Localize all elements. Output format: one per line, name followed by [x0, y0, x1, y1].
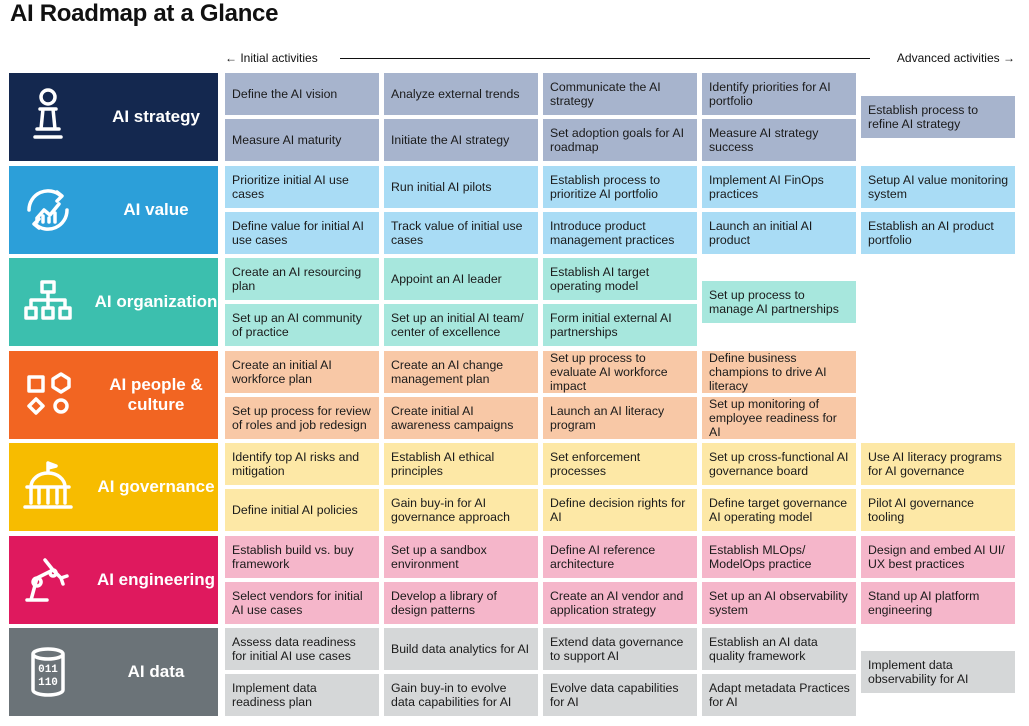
activity-cell: Measure AI strategy success	[702, 119, 856, 161]
activity-cell: Communicate the AI strategy	[543, 73, 697, 115]
activity-cell: Establish AI ethical principles	[384, 443, 538, 485]
row-label-box: AI engineering	[9, 535, 218, 624]
activity-cell: Identify top AI risks and mitigation	[225, 443, 379, 485]
row-label: AI value	[123, 199, 189, 219]
activity-cell: Track value of initial use cases	[384, 211, 538, 254]
activity-cell: Establish AI target operating model	[543, 258, 697, 300]
activity-cell: Set up process to evaluate AI workforce …	[543, 350, 697, 393]
activity-cell: Define AI reference architecture	[543, 535, 697, 578]
row-label: AI people & culture	[109, 374, 203, 414]
activity-cell: Implement data observability for AI	[861, 651, 1015, 693]
activity-cell: Form initial external AI partnerships	[543, 304, 697, 346]
activity-cell: Establish MLOps/ ModelOps practice	[702, 535, 856, 578]
activity-cell: Establish an AI data quality framework	[702, 628, 856, 670]
activity-cell: Establish build vs. buy framework	[225, 535, 379, 578]
row-label-box: AI value	[9, 165, 218, 254]
activity-cell: Pilot AI governance tooling	[861, 489, 1015, 531]
activity-cell: Measure AI maturity	[225, 119, 379, 161]
activity-cell: Adapt metadata Practices for AI	[702, 674, 856, 716]
row-label-box: AI people & culture	[9, 350, 218, 439]
activity-cell: Run initial AI pilots	[384, 165, 538, 208]
activity-cell: Set up cross-functional AI governance bo…	[702, 443, 856, 485]
activity-cell: Stand up AI platform engineering	[861, 581, 1015, 624]
activity-cell: Build data analytics for AI	[384, 628, 538, 670]
activity-cell: Establish process to prioritize AI portf…	[543, 165, 697, 208]
activity-cell: Initiate the AI strategy	[384, 119, 538, 161]
activity-cell: Set up an initial AI team/ center of exc…	[384, 304, 538, 346]
activity-cell: Extend data governance to support AI	[543, 628, 697, 670]
row-label-box: AI strategy	[9, 73, 218, 161]
activity-cell: Create an initial AI workforce plan	[225, 350, 379, 393]
row-label: AI engineering	[96, 569, 216, 589]
activity-cell: Establish process to refine AI strategy	[861, 96, 1015, 138]
activity-cell: Launch an initial AI product	[702, 211, 856, 254]
row-icon	[24, 280, 72, 320]
activity-cell: Setup AI value monitoring system	[861, 165, 1015, 208]
activity-cell: Introduce product management practices	[543, 211, 697, 254]
row-label-box: 011 110 AI data	[9, 628, 218, 716]
activity-cell: Define business champions to drive AI li…	[702, 350, 856, 393]
svg-text:110: 110	[38, 677, 58, 689]
row-icon	[27, 371, 71, 415]
activity-cell: Set enforcement processes	[543, 443, 697, 485]
activity-cell: Define decision rights for AI	[543, 489, 697, 531]
activity-cell: Analyze external trends	[384, 73, 538, 115]
activity-cell: Set up an AI community of practice	[225, 304, 379, 346]
row-label: AI data	[127, 662, 185, 681]
activity-cell: Assess data readiness for initial AI use…	[225, 628, 379, 670]
row-label: AI organization	[94, 292, 218, 311]
row-label-box: AI organization	[9, 258, 218, 346]
activity-cell: Evolve data capabilities for AI	[543, 674, 697, 716]
row-icon	[23, 461, 73, 509]
axis-line	[340, 58, 870, 59]
activity-cell: Create an AI change management plan	[384, 350, 538, 393]
activity-cell: Develop a library of design patterns	[384, 581, 538, 624]
activity-cell: Implement AI FinOps practices	[702, 165, 856, 208]
activity-cell: Launch an AI literacy program	[543, 396, 697, 439]
activity-cell: Set up monitoring of employee readiness …	[702, 396, 856, 439]
activity-cell: Set up an AI observability system	[702, 581, 856, 624]
row-label: AI governance	[97, 477, 215, 496]
axis-start-label: Initial activities	[240, 51, 318, 65]
activity-cell: Create an AI resourcing plan	[225, 258, 379, 300]
row-icon	[33, 88, 63, 139]
axis-start: ← Initial activities	[225, 51, 318, 65]
title: AI Roadmap at a Glance	[10, 0, 279, 27]
row-label-box: AI governance	[9, 443, 218, 531]
activity-cell: Define the AI vision	[225, 73, 379, 115]
activity-cell: Set up a sandbox environment	[384, 535, 538, 578]
activity-cell: Define value for initial AI use cases	[225, 211, 379, 254]
row-label: AI strategy	[112, 107, 200, 126]
activity-cell: Identify priorities for AI portfolio	[702, 73, 856, 115]
axis-end-label: Advanced activities	[896, 51, 1000, 65]
row-icon	[27, 188, 69, 231]
activity-cell: Set up process for review of roles and j…	[225, 396, 379, 439]
activity-cell: Create initial AI awareness campaigns	[384, 396, 538, 439]
activity-cell: Gain buy-in for AI governance approach	[384, 489, 538, 531]
activity-cell: Implement data readiness plan	[225, 674, 379, 716]
activity-cell: Set adoption goals for AI roadmap	[543, 119, 697, 161]
activity-cell: Establish an AI product portfolio	[861, 211, 1015, 254]
row-icon	[25, 557, 69, 602]
activity-cell: Prioritize initial AI use cases	[225, 165, 379, 208]
activity-cell: Select vendors for initial AI use cases	[225, 581, 379, 624]
activity-cell: Define target governance AI operating mo…	[702, 489, 856, 531]
axis-end: Advanced activities →	[896, 51, 1015, 65]
activity-cell: Gain buy-in to evolve data capabilities …	[384, 674, 538, 716]
activity-cell: Design and embed AI UI/ UX best practice…	[861, 535, 1015, 578]
activity-cell: Use AI literacy programs for AI governan…	[861, 443, 1015, 485]
activity-cell: Create an AI vendor and application stra…	[543, 581, 697, 624]
activity-cell: Set up process to manage AI partnerships	[702, 281, 856, 323]
activity-cell: Appoint an AI leader	[384, 258, 538, 300]
activity-cell: Define initial AI policies	[225, 489, 379, 531]
svg-text:011: 011	[38, 664, 58, 676]
